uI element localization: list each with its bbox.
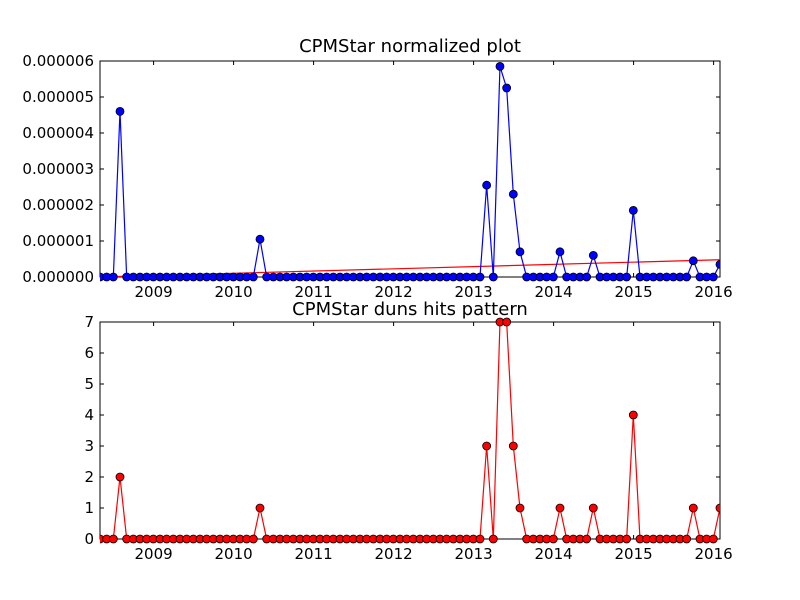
normalized-data-point	[628, 205, 638, 215]
duns-y-tick-label: 5	[84, 375, 94, 393]
duns-y-tick-label: 1	[84, 499, 94, 517]
normalized-x-tick-label: 2010	[215, 283, 253, 301]
duns-x-tick-label: 2010	[215, 545, 253, 563]
duns-y-tick-label: 0	[84, 530, 94, 548]
normalized-data-point	[255, 234, 265, 244]
duns-x-tick-label: 2009	[135, 545, 173, 563]
normalized-data	[100, 62, 720, 282]
normalized-data-point	[502, 83, 512, 93]
normalized-data-point	[508, 189, 518, 199]
normalized-x-tick-label: 2015	[615, 283, 653, 301]
normalized-axes-frame	[99, 60, 721, 278]
normalized-x-tick-label: 2012	[375, 283, 413, 301]
normalized-data-point	[555, 247, 565, 257]
duns-y-tick-label: 4	[84, 406, 94, 424]
normalized-data-point	[582, 272, 592, 282]
duns-x-tick-label: 2012	[375, 545, 413, 563]
normalized-plot: CPMStar normalized plot 2009 2010 2011 2012…	[22, 36, 732, 301]
duns-data-point	[588, 503, 598, 513]
normalized-y-tick-label: 0.000006	[22, 52, 94, 70]
duns-x-tick-label: 2013	[455, 545, 493, 563]
duns-axes-frame	[99, 321, 721, 540]
duns-x-tick-label: 2015	[615, 545, 653, 563]
normalized-data-point	[108, 272, 118, 282]
normalized-data-point	[488, 272, 498, 282]
normalized-data-point	[548, 272, 558, 282]
duns-data-point	[715, 503, 720, 513]
duns-data-point	[708, 534, 718, 544]
normalized-x-tick-label: 2013	[455, 283, 493, 301]
normalized-data-point	[115, 107, 125, 116]
normalized-data-point	[248, 272, 258, 282]
normalized-trend-line	[100, 259, 720, 278]
duns-x-tick-label: 2011	[295, 545, 333, 563]
normalized-data-point	[682, 272, 692, 282]
normalized-y-tick-label: 0.000001	[22, 232, 94, 250]
duns-data-point	[255, 503, 265, 513]
normalized-data-point	[588, 250, 598, 260]
duns-y-tick-label: 2	[84, 468, 94, 486]
duns-data-point	[248, 534, 258, 544]
normalized-x-tick-label: 2011	[295, 283, 333, 301]
normalized-data-point	[715, 260, 720, 269]
duns-data-point	[515, 503, 525, 513]
normalized-y-tick-label: 0.000003	[22, 160, 94, 178]
normalized-x-tick-label: 2014	[535, 283, 573, 301]
duns-data-point	[582, 534, 592, 544]
duns-data-point	[502, 317, 512, 327]
duns-data-point	[622, 534, 632, 544]
normalized-x-tick-label: 2016	[695, 283, 733, 301]
duns-data-point	[482, 441, 492, 451]
duns-data-point	[115, 472, 125, 482]
normalized-x-tick-label: 2009	[135, 283, 173, 301]
duns-data-point	[548, 534, 558, 544]
duns-x-tick-label: 2016	[695, 545, 733, 563]
duns-series-line	[100, 321, 720, 540]
duns-y-tick-label: 3	[84, 437, 94, 455]
duns-data-point	[688, 503, 698, 513]
duns-x-tick-label: 2014	[535, 545, 573, 563]
duns-data-point	[682, 534, 692, 544]
normalized-data-point	[482, 180, 492, 190]
duns-hits-plot: CPMStar duns hits pattern 2009 2010 2011 20…	[84, 299, 732, 563]
duns-hits-plot-title: CPMStar duns hits pattern	[292, 299, 528, 320]
duns-data-point	[555, 503, 565, 513]
normalized-y-tick-label: 0.000004	[22, 124, 94, 142]
normalized-y-tick-label: 0.000002	[22, 196, 94, 214]
duns-data-point	[628, 410, 638, 420]
normalized-data-point	[495, 62, 505, 71]
duns-data-point	[108, 534, 118, 544]
normalized-y-tick-label: 0.000005	[22, 88, 94, 106]
normalized-data-point	[515, 247, 525, 257]
duns-data-point	[508, 441, 518, 451]
normalized-series-line	[100, 66, 720, 278]
normalized-data-point	[622, 272, 632, 282]
duns-data-point	[488, 534, 498, 544]
duns-data	[100, 317, 720, 544]
normalized-y-tick-label: 0.000000	[22, 268, 94, 286]
normalized-data-point	[475, 272, 485, 282]
duns-y-tick-label: 6	[84, 344, 94, 362]
normalized-data-point	[708, 272, 718, 282]
duns-y-tick-label: 7	[84, 313, 94, 331]
duns-data-point	[475, 534, 485, 544]
normalized-data-point	[688, 256, 698, 266]
normalized-plot-title: CPMStar normalized plot	[299, 36, 521, 57]
